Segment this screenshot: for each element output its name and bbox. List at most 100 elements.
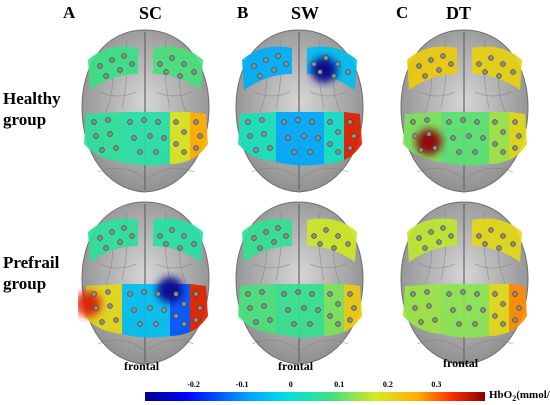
brain-map-prefrail-dt xyxy=(400,201,529,365)
channel-dot xyxy=(261,303,267,309)
channel-dot xyxy=(181,301,187,307)
channel-dot xyxy=(271,67,277,73)
channel-dot xyxy=(113,145,119,151)
channel-dot xyxy=(335,301,341,307)
channel-dot xyxy=(428,57,434,63)
colorbar-title-main: HbO xyxy=(489,389,513,401)
channel-dot xyxy=(173,313,179,319)
channel-dot xyxy=(127,119,133,125)
channel-dot xyxy=(147,305,153,311)
channel-dot xyxy=(422,73,428,79)
channel-dot xyxy=(259,117,265,123)
channel-dot xyxy=(121,53,127,59)
channel-dot xyxy=(127,291,133,297)
channel-dot xyxy=(448,61,454,67)
channel-dot xyxy=(107,131,113,137)
channel-dot xyxy=(193,317,199,323)
activation-region-r xyxy=(324,284,344,336)
row-label-healthy: Healthy group xyxy=(3,88,61,130)
channel-dot xyxy=(460,289,466,295)
channel-dot xyxy=(448,233,454,239)
colorbar-tick: -0.1 xyxy=(235,380,249,389)
channel-dot xyxy=(169,55,175,61)
channel-dot xyxy=(97,63,103,69)
channel-dot xyxy=(446,291,452,297)
channel-dot xyxy=(351,133,357,139)
channel-dot xyxy=(480,135,486,141)
channel-dot xyxy=(474,119,480,125)
channel-dot xyxy=(99,319,105,325)
channel-dot xyxy=(492,141,498,147)
channel-dot xyxy=(335,233,341,239)
channel-dot xyxy=(418,319,424,325)
channel-dot xyxy=(191,69,197,75)
brain-map-healthy-sc xyxy=(81,29,210,193)
activation-region-rf xyxy=(472,218,522,262)
channel-dot xyxy=(103,245,109,251)
channel-dot xyxy=(191,241,197,247)
activation-region-r xyxy=(489,284,509,336)
channel-dot xyxy=(91,291,97,297)
channel-dot xyxy=(418,147,424,153)
channel-dot xyxy=(281,119,287,125)
channel-dot xyxy=(428,229,434,235)
row-label-healthy-line1: Healthy xyxy=(3,89,61,108)
colorbar-tick: 0 xyxy=(288,380,293,389)
channel-dot xyxy=(291,149,297,155)
condition-label-sw: SW xyxy=(291,3,320,23)
channel-dot xyxy=(181,149,187,155)
channel-dot xyxy=(181,61,187,67)
channel-dot xyxy=(317,69,323,75)
channel-dot xyxy=(311,61,317,67)
channel-dot xyxy=(496,245,502,251)
channel-dot xyxy=(436,67,442,73)
channel-dot xyxy=(492,119,498,125)
channel-dot xyxy=(295,117,301,123)
channel-dot xyxy=(251,63,257,69)
channel-dot xyxy=(510,241,516,247)
channel-dot xyxy=(157,233,163,239)
channel-dot xyxy=(155,291,161,297)
activation-region-r xyxy=(489,112,509,164)
channel-dot xyxy=(335,321,341,327)
channel-dot xyxy=(295,289,301,295)
channel-dot xyxy=(315,135,321,141)
channel-dot xyxy=(117,67,123,73)
activation-region-rf xyxy=(472,46,522,90)
channel-dot xyxy=(251,235,257,241)
channel-dot xyxy=(488,55,494,61)
channel-dot xyxy=(147,133,153,139)
channel-dot xyxy=(161,307,167,313)
channel-dot xyxy=(193,145,199,151)
channel-dot xyxy=(157,61,163,67)
channel-dot xyxy=(291,321,297,327)
activation-region-l xyxy=(238,284,276,334)
channel-dot xyxy=(327,119,333,125)
activation-hotspot xyxy=(311,57,337,83)
channel-dot xyxy=(257,73,263,79)
channel-dot xyxy=(253,319,259,325)
channel-dot xyxy=(131,307,137,313)
channel-dot xyxy=(245,291,251,297)
channel-dot xyxy=(173,119,179,125)
channel-dot xyxy=(283,61,289,67)
colorbar-tick: 0.3 xyxy=(431,380,442,389)
channel-dot xyxy=(153,321,159,327)
channel-dot xyxy=(492,291,498,297)
channel-dot xyxy=(500,301,506,307)
channel-dot xyxy=(103,73,109,79)
channel-dot xyxy=(466,133,472,139)
colorbar-title-sub: 2 xyxy=(512,394,517,404)
channel-dot xyxy=(512,317,518,323)
channel-dot xyxy=(512,119,518,125)
channel-dot xyxy=(261,131,267,137)
channel-dot xyxy=(309,119,315,125)
channel-dot xyxy=(163,241,169,247)
channel-dot xyxy=(267,317,273,323)
channel-dot xyxy=(275,53,281,59)
activation-region-r xyxy=(170,112,190,164)
channel-dot xyxy=(488,227,494,233)
channel-markers xyxy=(91,53,203,155)
channel-dot xyxy=(285,307,291,313)
channel-dot xyxy=(263,57,269,63)
